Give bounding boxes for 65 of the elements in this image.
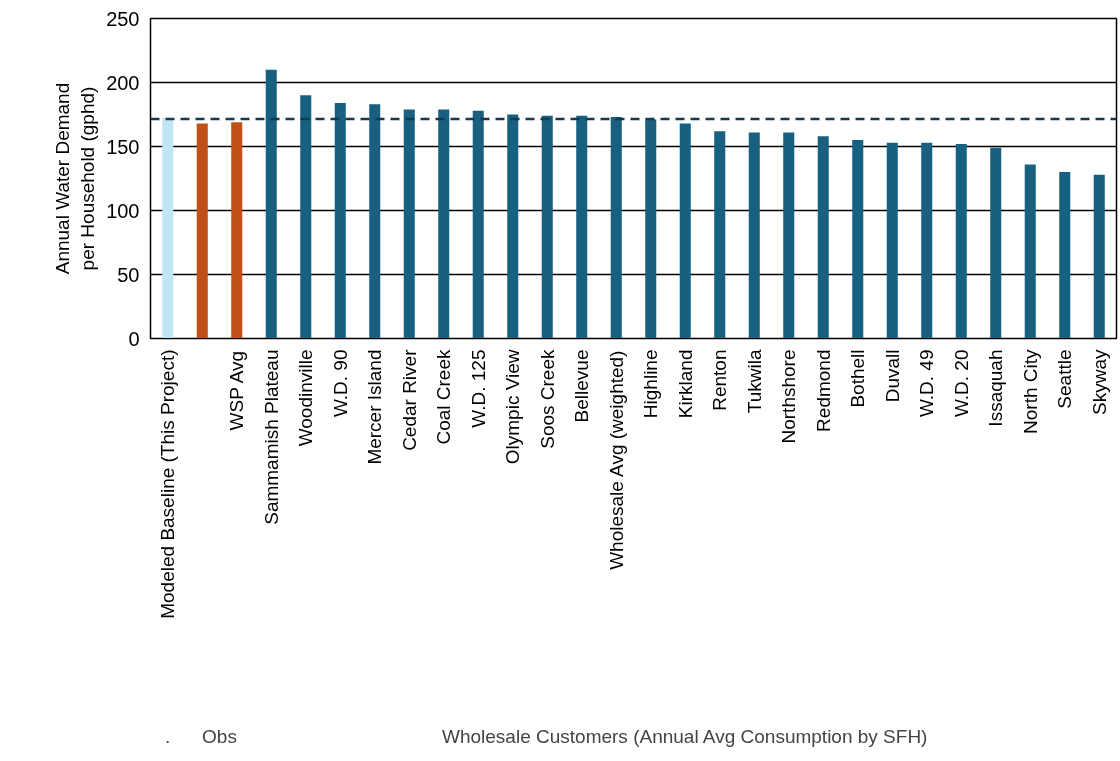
bar bbox=[610, 117, 622, 339]
bar bbox=[162, 118, 174, 339]
y-tick-label: 200 bbox=[106, 71, 140, 94]
x-tick-label: Seattle bbox=[1054, 349, 1076, 409]
text: Wholesale Customers (Annual Avg Consumption by SFH) bbox=[442, 726, 928, 747]
y-tick-label: 250 bbox=[106, 7, 140, 30]
x-tick-label: W.D. 125 bbox=[467, 349, 489, 428]
x-tick-label: Redmond bbox=[812, 349, 834, 432]
bar bbox=[265, 69, 277, 339]
bar bbox=[576, 115, 588, 339]
x-tick-label: WSP Avg bbox=[226, 350, 248, 431]
x-tick-label: Olympic View bbox=[502, 349, 524, 465]
bar bbox=[231, 122, 243, 339]
bar bbox=[300, 95, 312, 339]
bar bbox=[507, 114, 519, 339]
x-tick-label: W.D. 49 bbox=[916, 349, 938, 418]
bar bbox=[472, 110, 484, 339]
x-tick-label: Kirkland bbox=[674, 349, 696, 419]
bar bbox=[334, 102, 346, 339]
bar bbox=[1059, 172, 1071, 339]
x-tick-label: Modeled Baseline (This Project) bbox=[157, 349, 179, 619]
bar bbox=[645, 119, 657, 339]
x-tick-label: North City bbox=[1019, 349, 1041, 434]
bar bbox=[955, 143, 967, 339]
x-tick-label: Cedar River bbox=[398, 348, 420, 451]
text: . bbox=[165, 726, 171, 747]
bar bbox=[369, 104, 381, 339]
x-tick-label: Sammamish Plateau bbox=[260, 349, 282, 525]
bar bbox=[886, 142, 898, 339]
x-tick-label: Issaquah bbox=[985, 349, 1007, 427]
y-axis-title: Annual Water Demand per Household (gphd) bbox=[51, 82, 99, 275]
x-tick-label: Tukwila bbox=[743, 349, 765, 414]
bar bbox=[196, 123, 208, 339]
x-tick-label: Duvall bbox=[881, 349, 903, 403]
bar bbox=[438, 109, 450, 339]
x-tick-label: Bellevue bbox=[571, 349, 593, 423]
bar bbox=[921, 142, 933, 339]
bar bbox=[403, 109, 415, 339]
x-tick-label: Renton bbox=[709, 349, 731, 411]
x-tick-label: Mercer Island bbox=[364, 349, 386, 465]
bar bbox=[783, 132, 795, 339]
bar bbox=[852, 140, 864, 339]
bar bbox=[714, 131, 726, 339]
bar bbox=[1093, 174, 1105, 339]
x-tick-label: Highline bbox=[640, 349, 662, 419]
x-tick-label: Woodinville bbox=[295, 349, 317, 447]
y-tick-label: 0 bbox=[128, 327, 140, 350]
text: Obs bbox=[202, 726, 237, 747]
x-tick-label: Northshore bbox=[778, 349, 800, 444]
y-tick-label: 100 bbox=[106, 199, 140, 222]
y-tick-label: 50 bbox=[117, 263, 140, 286]
bar bbox=[990, 147, 1002, 339]
bar bbox=[541, 115, 553, 339]
x-tick-label: W.D. 20 bbox=[950, 349, 972, 418]
bar bbox=[817, 136, 829, 339]
x-tick-label: W.D. 90 bbox=[329, 349, 351, 418]
x-tick-label: Skyway bbox=[1088, 349, 1110, 415]
y-tick-label: 150 bbox=[106, 135, 140, 158]
x-tick-label: Soos Creek bbox=[536, 349, 558, 449]
x-tick-label: Bothell bbox=[847, 349, 869, 408]
bar bbox=[748, 132, 760, 339]
x-tick-label: Wholesale Avg (weighted) bbox=[605, 350, 627, 570]
x-tick-label: Coal Creek bbox=[433, 349, 455, 445]
bar bbox=[1024, 164, 1036, 339]
bar bbox=[679, 123, 691, 339]
